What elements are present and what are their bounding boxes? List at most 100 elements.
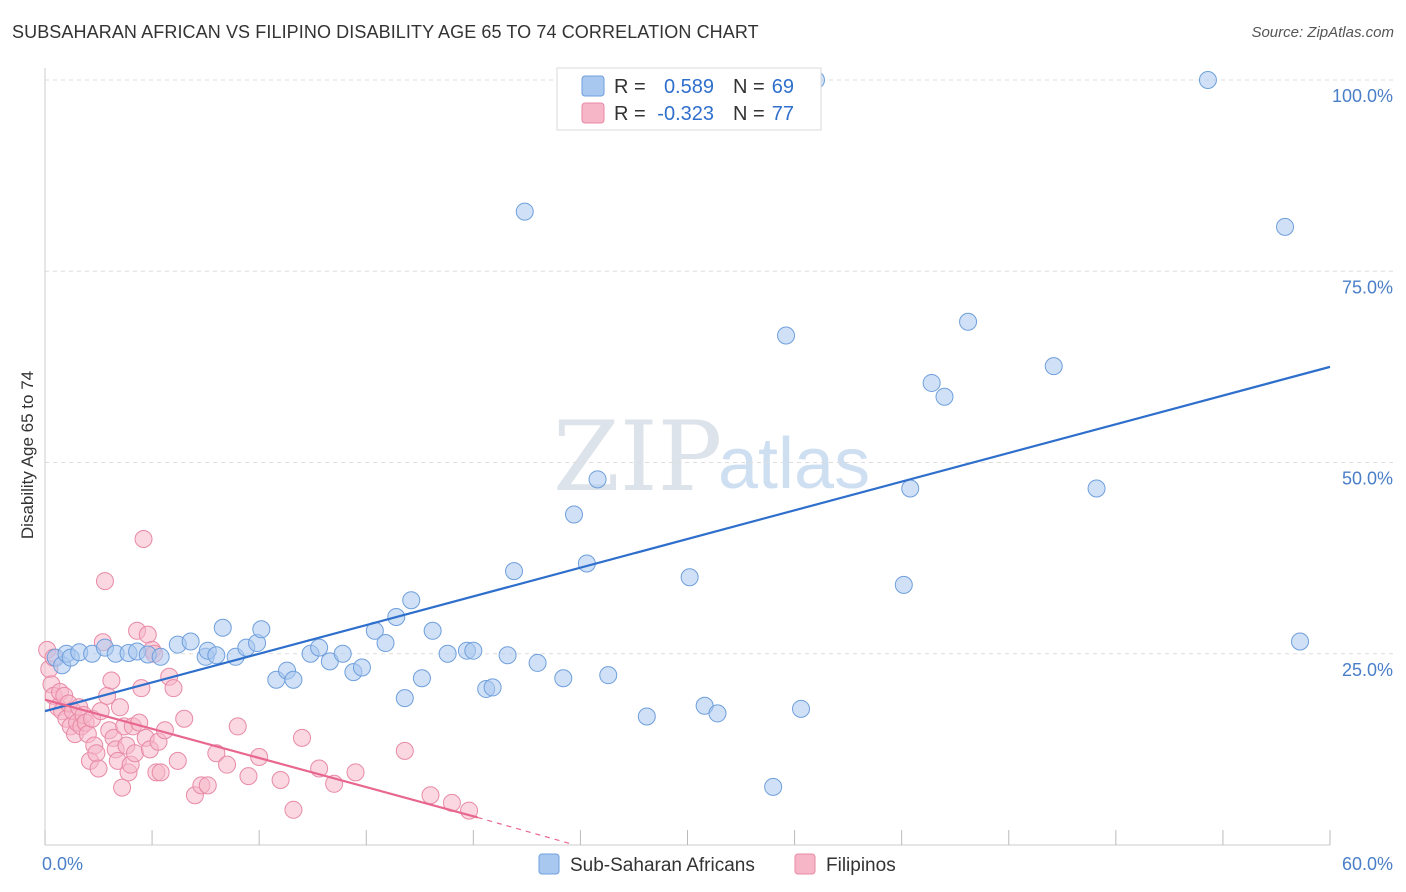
y-tick-label-100: 100.0% bbox=[1332, 86, 1393, 106]
sub-saharan-point-11 bbox=[151, 647, 170, 666]
y-tick-label-25: 25.0% bbox=[1342, 660, 1393, 680]
filipinos-point-68 bbox=[284, 800, 303, 819]
legend-r-label-blue: R = bbox=[614, 76, 646, 98]
sub-saharan-point-34 bbox=[395, 689, 414, 708]
sub-saharan-point-35 bbox=[402, 591, 421, 610]
trend-line-filipinos-extension bbox=[477, 816, 570, 845]
sub-saharan-point-69 bbox=[1291, 632, 1310, 651]
y-axis-tick-labels: 25.0% 50.0% 75.0% 100.0% bbox=[1332, 86, 1393, 680]
y-tick-label-50: 50.0% bbox=[1342, 469, 1393, 489]
trend-line-filipinos bbox=[44, 698, 478, 819]
filipinos-point-41 bbox=[125, 744, 144, 763]
legend-n-value-pink: 77 bbox=[772, 103, 794, 125]
sub-saharan-point-43 bbox=[498, 646, 517, 665]
sub-saharan-point-32 bbox=[376, 634, 395, 653]
series-legend: Sub-Saharan Africans Filipinos bbox=[538, 853, 896, 876]
legend-r-value-blue: 0.589 bbox=[664, 76, 714, 98]
watermark: ZIP atlas bbox=[553, 401, 870, 513]
filipinos-point-56 bbox=[164, 679, 183, 698]
filipinos-points bbox=[38, 530, 479, 820]
sub-saharan-point-58 bbox=[792, 699, 811, 718]
sub-saharan-point-67 bbox=[1198, 71, 1217, 89]
legend-n-label-pink: N = bbox=[733, 103, 765, 125]
sub-saharan-point-17 bbox=[213, 618, 232, 637]
sub-saharan-point-13 bbox=[181, 632, 200, 651]
filipinos-point-64 bbox=[228, 717, 247, 736]
filipinos-point-73 bbox=[395, 741, 414, 760]
sub-saharan-point-52 bbox=[637, 707, 656, 726]
filipinos-point-27 bbox=[95, 572, 114, 591]
chart-title: SUBSAHARAN AFRICAN VS FILIPINO DISABILIT… bbox=[12, 22, 759, 42]
sub-saharan-point-61 bbox=[901, 479, 920, 498]
legend-r-value-pink: -0.323 bbox=[657, 103, 714, 125]
filipinos-point-34 bbox=[110, 698, 129, 717]
filipinos-point-47 bbox=[138, 625, 157, 644]
y-axis-title: Disability Age 65 to 74 bbox=[18, 371, 37, 539]
sub-saharan-point-26 bbox=[310, 638, 329, 657]
sub-saharan-point-37 bbox=[423, 621, 442, 640]
sub-saharan-point-40 bbox=[464, 641, 483, 660]
x-axis-ticks bbox=[44, 830, 1331, 845]
trend-line-sub-saharan bbox=[44, 365, 1331, 713]
filipinos-point-24 bbox=[89, 759, 108, 778]
filipinos-point-69 bbox=[293, 728, 311, 747]
sub-saharan-point-30 bbox=[352, 658, 371, 677]
filipinos-point-74 bbox=[421, 786, 440, 805]
sub-saharan-point-45 bbox=[515, 202, 534, 221]
sub-saharan-point-56 bbox=[764, 777, 783, 796]
filipinos-point-61 bbox=[198, 776, 217, 795]
gridlines bbox=[45, 79, 1393, 655]
sub-saharan-point-55 bbox=[708, 704, 727, 723]
sub-saharan-africans-points bbox=[46, 71, 1310, 796]
filipinos-point-45 bbox=[134, 530, 153, 548]
sub-saharan-point-57 bbox=[777, 326, 796, 345]
sub-saharan-point-65 bbox=[1044, 357, 1063, 376]
sub-saharan-point-66 bbox=[1087, 479, 1106, 498]
sub-saharan-point-16 bbox=[207, 646, 226, 665]
filipinos-point-63 bbox=[218, 755, 237, 774]
legend-n-label-blue: N = bbox=[733, 76, 765, 98]
filipinos-point-58 bbox=[175, 709, 194, 728]
filipinos-point-72 bbox=[346, 763, 365, 782]
sub-saharan-point-48 bbox=[564, 505, 583, 524]
filipinos-point-62 bbox=[207, 744, 226, 763]
series-legend-label-pink: Filipinos bbox=[826, 855, 896, 876]
sub-saharan-point-53 bbox=[680, 568, 699, 587]
sub-saharan-point-46 bbox=[528, 653, 547, 672]
sub-saharan-point-68 bbox=[1276, 217, 1295, 236]
sub-saharan-point-64 bbox=[959, 312, 978, 331]
sub-saharan-point-28 bbox=[333, 644, 352, 663]
chart-source: Source: ZipAtlas.com bbox=[1251, 24, 1394, 41]
sub-saharan-point-44 bbox=[505, 562, 524, 581]
filipinos-point-57 bbox=[168, 751, 187, 770]
y-tick-label-75: 75.0% bbox=[1342, 277, 1393, 297]
sub-saharan-point-51 bbox=[599, 666, 618, 685]
sub-saharan-point-42 bbox=[483, 678, 502, 697]
filipinos-point-65 bbox=[239, 767, 258, 786]
x-tick-label-max: 60.0% bbox=[1342, 854, 1393, 874]
series-legend-swatch-blue bbox=[538, 853, 560, 875]
sub-saharan-point-50 bbox=[588, 470, 607, 489]
legend-swatch-blue bbox=[581, 75, 605, 97]
sub-saharan-point-38 bbox=[438, 644, 457, 663]
filipinos-point-53 bbox=[151, 763, 170, 782]
x-tick-label-min: 0.0% bbox=[42, 854, 83, 874]
series-legend-swatch-pink bbox=[794, 853, 816, 875]
correlation-legend: R = 0.589 N = 69 R = -0.323 N = 77 bbox=[556, 67, 822, 131]
sub-saharan-point-24 bbox=[284, 670, 303, 689]
sub-saharan-point-21 bbox=[252, 620, 271, 639]
sub-saharan-point-60 bbox=[894, 575, 913, 594]
filipinos-point-23 bbox=[87, 744, 106, 763]
watermark-atlas: atlas bbox=[718, 424, 870, 504]
sub-saharan-point-47 bbox=[554, 669, 573, 688]
legend-n-value-blue: 69 bbox=[772, 76, 794, 98]
sub-saharan-point-63 bbox=[935, 387, 954, 406]
series-legend-label-blue: Sub-Saharan Africans bbox=[570, 855, 755, 876]
trend-lines bbox=[44, 365, 1331, 845]
filipinos-point-67 bbox=[271, 770, 290, 789]
filipinos-point-44 bbox=[132, 679, 151, 698]
filipinos-point-30 bbox=[102, 671, 121, 690]
watermark-zip: ZIP bbox=[553, 401, 722, 513]
legend-r-label-pink: R = bbox=[614, 103, 646, 125]
